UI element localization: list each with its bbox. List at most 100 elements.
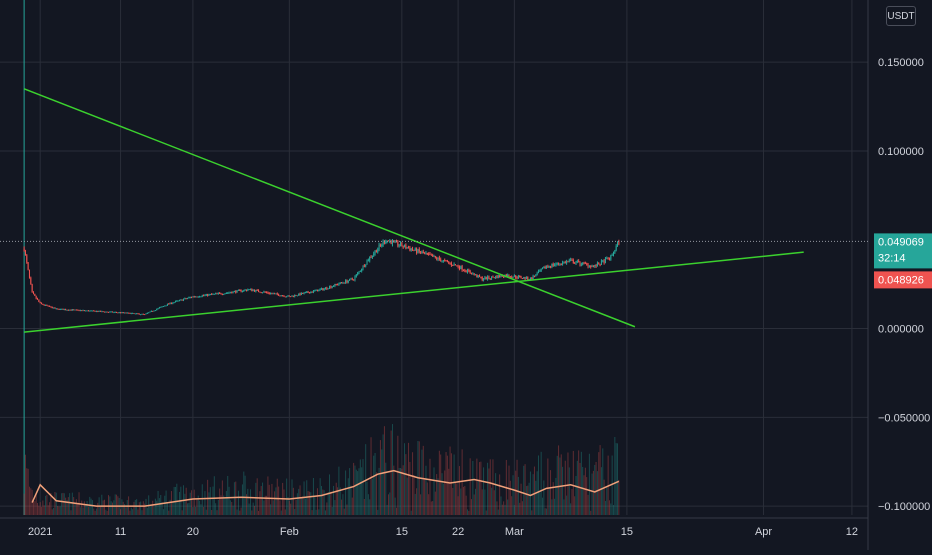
volume-bar xyxy=(57,506,59,515)
candle-body xyxy=(325,287,326,289)
volume-bar xyxy=(219,488,221,515)
volume-bar xyxy=(320,486,322,515)
volume-bar xyxy=(355,469,357,515)
volume-bar xyxy=(241,484,243,515)
candle-body xyxy=(575,262,577,264)
volume-bar xyxy=(276,478,278,515)
volume-bar xyxy=(433,467,435,515)
volume-bar xyxy=(77,502,79,515)
candle-body xyxy=(425,253,427,255)
candle-body xyxy=(116,312,118,314)
volume-bar xyxy=(555,477,557,515)
volume-bar xyxy=(511,496,513,515)
candle-body xyxy=(197,296,199,298)
candle-body xyxy=(454,264,456,266)
volume-bar xyxy=(391,424,393,515)
candle-body xyxy=(187,298,189,300)
candle-body xyxy=(32,292,34,294)
candle-body xyxy=(310,291,312,294)
volume-ma-line xyxy=(31,469,620,507)
x-tick-label: Mar xyxy=(505,526,524,538)
volume-bar xyxy=(487,462,489,515)
volume-bar xyxy=(102,500,104,515)
candle-body xyxy=(535,275,537,277)
candle-body xyxy=(99,310,101,312)
volume-bar xyxy=(231,501,233,515)
volume-bar xyxy=(520,483,522,515)
candle-body xyxy=(312,290,314,293)
descending-trendline[interactable] xyxy=(23,88,636,328)
candle-body xyxy=(477,275,479,278)
volume-bar xyxy=(453,454,455,515)
volume-bar xyxy=(164,495,166,515)
candle-body xyxy=(461,266,463,271)
candle-body xyxy=(295,295,297,297)
volume-bar xyxy=(464,486,466,515)
volume-bar xyxy=(318,509,320,515)
volume-bar xyxy=(116,494,118,515)
candle-body xyxy=(45,304,47,306)
volume-bar xyxy=(560,454,562,515)
volume-bar xyxy=(446,455,448,515)
candle-body xyxy=(449,262,451,264)
candle-body xyxy=(394,240,396,242)
volume-bar xyxy=(300,497,302,515)
ascending-trendline[interactable] xyxy=(24,251,804,333)
volume-bar xyxy=(254,505,256,515)
candle-body xyxy=(327,288,329,290)
volume-bar xyxy=(258,510,260,515)
volume-bar xyxy=(381,449,383,515)
volume-bar xyxy=(562,466,564,515)
volume-bar xyxy=(420,494,422,515)
volume-bar xyxy=(217,499,219,515)
candle-body xyxy=(355,274,357,277)
candle-body xyxy=(89,310,91,312)
candle-body xyxy=(547,266,549,268)
volume-bar xyxy=(409,461,411,515)
volume-bar xyxy=(457,496,459,515)
volume-bar xyxy=(243,471,245,515)
volume-bar xyxy=(438,450,440,515)
candle-body xyxy=(221,294,223,296)
candle-body xyxy=(51,306,53,309)
candle-body xyxy=(363,265,365,267)
volume-bar xyxy=(264,495,266,515)
volume-bar xyxy=(196,498,198,515)
volume-bar xyxy=(249,489,251,515)
volume-bar xyxy=(599,445,601,515)
volume-bar xyxy=(267,476,269,515)
x-tick-label: 20 xyxy=(187,526,199,538)
candle-body xyxy=(106,311,108,313)
volume-bar xyxy=(353,462,355,515)
candle-body xyxy=(268,293,270,295)
candle-body xyxy=(558,262,560,265)
volume-bar xyxy=(192,507,194,515)
candle-body xyxy=(369,256,371,261)
volume-bar xyxy=(612,505,614,515)
volume-bar xyxy=(173,486,175,515)
candle-body xyxy=(296,295,298,297)
candle-body xyxy=(54,307,56,309)
volume-bar xyxy=(346,504,348,515)
candle-body xyxy=(354,276,356,281)
candle-body xyxy=(244,289,246,291)
currency-button[interactable]: USDT xyxy=(886,6,916,26)
candle-body xyxy=(130,313,132,315)
volume-bar xyxy=(303,481,305,515)
candle-body xyxy=(241,290,243,292)
volume-bar xyxy=(130,507,132,515)
volume-bar xyxy=(371,478,373,515)
trendlines[interactable] xyxy=(23,88,804,333)
volume-bar xyxy=(563,499,565,515)
candle-body xyxy=(413,249,415,251)
candle-body xyxy=(529,277,531,280)
volume-bar xyxy=(325,510,326,515)
volume-bar xyxy=(406,477,408,515)
volume-bar xyxy=(199,500,201,515)
volume-bar xyxy=(212,486,214,515)
volume-bar xyxy=(402,465,404,515)
candle-body xyxy=(350,278,352,280)
volume-bar xyxy=(24,454,26,515)
